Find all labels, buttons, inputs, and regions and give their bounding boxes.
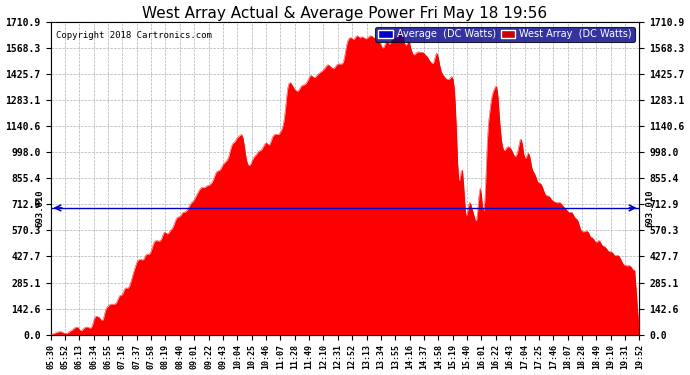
Text: Copyright 2018 Cartronics.com: Copyright 2018 Cartronics.com: [57, 31, 213, 40]
Legend: Average  (DC Watts), West Array  (DC Watts): Average (DC Watts), West Array (DC Watts…: [375, 27, 635, 42]
Text: 693.010: 693.010: [645, 189, 654, 227]
Text: 693.010: 693.010: [36, 189, 45, 227]
Title: West Array Actual & Average Power Fri May 18 19:56: West Array Actual & Average Power Fri Ma…: [142, 6, 548, 21]
